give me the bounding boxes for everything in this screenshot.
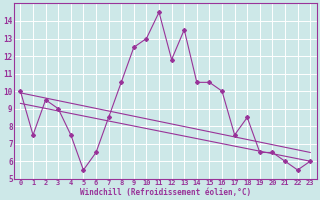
X-axis label: Windchill (Refroidissement éolien,°C): Windchill (Refroidissement éolien,°C) [80,188,251,197]
